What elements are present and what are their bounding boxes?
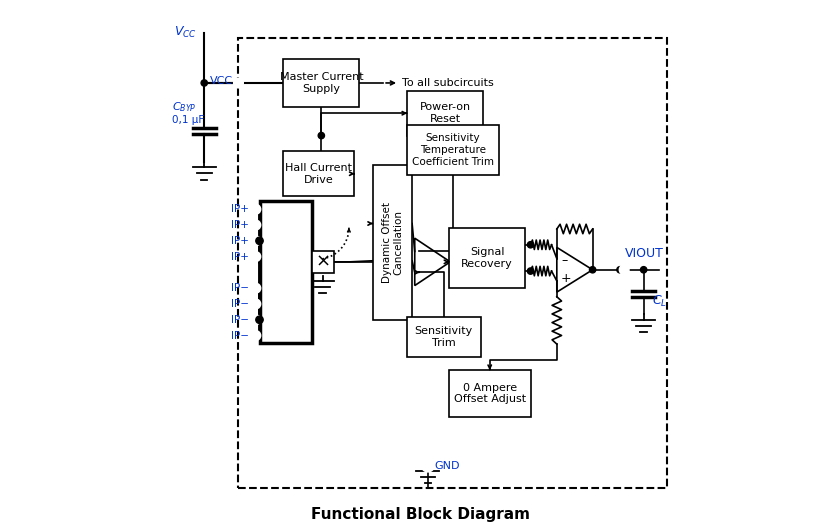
Circle shape bbox=[251, 236, 260, 245]
Bar bbox=[312, 251, 333, 273]
Circle shape bbox=[528, 268, 533, 274]
Text: Signal
Recovery: Signal Recovery bbox=[461, 247, 513, 269]
Text: Functional Block Diagram: Functional Block Diagram bbox=[311, 507, 529, 522]
Circle shape bbox=[617, 267, 623, 273]
Circle shape bbox=[251, 284, 260, 293]
Circle shape bbox=[251, 205, 260, 214]
Bar bbox=[283, 151, 354, 196]
Text: 0 Ampere
Offset Adjust: 0 Ampere Offset Adjust bbox=[454, 382, 526, 404]
Text: To all subcircuits: To all subcircuits bbox=[402, 78, 493, 88]
Text: Power-on
Reset: Power-on Reset bbox=[419, 103, 470, 124]
Text: IP+: IP+ bbox=[231, 220, 249, 230]
Text: +: + bbox=[561, 272, 572, 285]
Bar bbox=[407, 317, 480, 357]
Text: GND: GND bbox=[434, 461, 459, 470]
Text: IP+: IP+ bbox=[231, 252, 249, 262]
Text: IP−: IP− bbox=[231, 331, 249, 341]
Bar bbox=[407, 125, 499, 175]
Text: IP−: IP− bbox=[231, 299, 249, 309]
Text: Sensitivity
Trim: Sensitivity Trim bbox=[415, 326, 473, 348]
Text: ×: × bbox=[315, 253, 330, 271]
Text: Dynamic Offset
Cancellation: Dynamic Offset Cancellation bbox=[381, 202, 403, 282]
Bar bbox=[407, 91, 483, 135]
Text: IP+: IP+ bbox=[231, 204, 249, 214]
Bar bbox=[449, 370, 531, 417]
Circle shape bbox=[256, 316, 263, 323]
Text: VCC: VCC bbox=[209, 76, 233, 86]
Text: $C_{BYP}$: $C_{BYP}$ bbox=[171, 100, 197, 114]
Circle shape bbox=[251, 252, 260, 261]
Circle shape bbox=[256, 237, 263, 244]
Circle shape bbox=[234, 78, 244, 88]
Text: IP−: IP− bbox=[231, 315, 249, 325]
Bar bbox=[449, 227, 525, 288]
Circle shape bbox=[318, 132, 324, 139]
Circle shape bbox=[640, 267, 647, 273]
Circle shape bbox=[251, 299, 260, 309]
Bar bbox=[239, 38, 667, 488]
Circle shape bbox=[251, 220, 260, 230]
Text: 0,1 µF: 0,1 µF bbox=[171, 115, 204, 125]
Circle shape bbox=[528, 242, 533, 248]
Circle shape bbox=[201, 80, 207, 86]
Text: Sensitivity
Temperature
Coefficient Trim: Sensitivity Temperature Coefficient Trim bbox=[412, 133, 494, 167]
Text: IP−: IP− bbox=[231, 283, 249, 293]
Text: –: – bbox=[561, 254, 567, 267]
Bar bbox=[283, 59, 360, 107]
Circle shape bbox=[251, 315, 260, 324]
Text: $V_{CC}$: $V_{CC}$ bbox=[174, 25, 197, 40]
Circle shape bbox=[619, 265, 629, 275]
Text: VIOUT: VIOUT bbox=[625, 247, 664, 260]
Text: Hall Current
Drive: Hall Current Drive bbox=[286, 163, 352, 185]
Text: IP+: IP+ bbox=[231, 236, 249, 246]
Bar bbox=[260, 202, 312, 343]
Bar bbox=[373, 165, 412, 320]
Circle shape bbox=[251, 331, 260, 340]
Circle shape bbox=[422, 459, 434, 472]
Circle shape bbox=[590, 267, 596, 273]
Text: Master Current
Supply: Master Current Supply bbox=[280, 72, 363, 94]
Text: $C_L$: $C_L$ bbox=[652, 294, 667, 309]
